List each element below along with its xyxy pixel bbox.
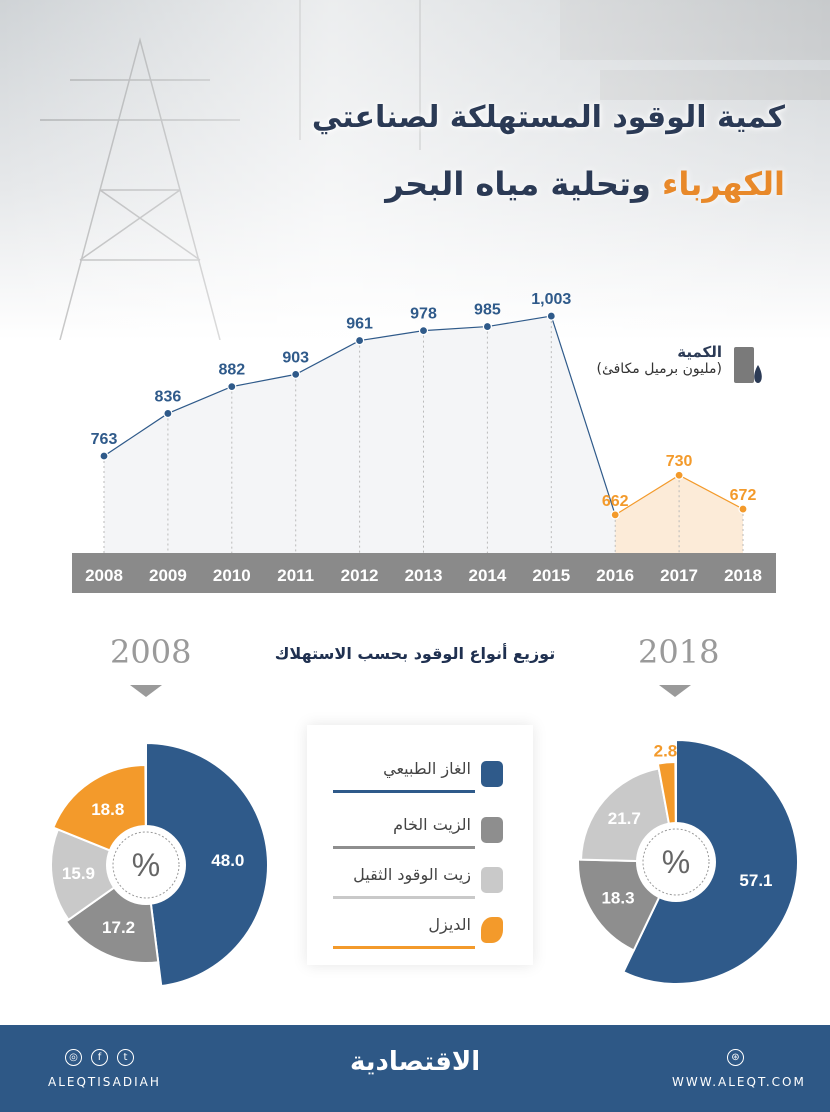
footer: ◎ f t ALEQTISADIAH الاقتصادية ⊛ WWW.ALEQ… [0,1025,830,1112]
x-tick-label: 2013 [405,566,443,585]
title-line-2: الكهرباء وتحلية مياه البحر [385,165,785,203]
data-point [738,504,748,514]
jerrycan-icon [481,817,503,843]
x-tick-label: 2011 [277,566,314,585]
data-label: 730 [666,453,693,470]
legend-item-crude-oil: الزيت الخام [333,815,503,849]
x-tick-label: 2008 [85,566,123,585]
quantity-title: الكمية [677,343,722,361]
oil-barrel-icon [734,347,762,383]
instagram-icon[interactable]: ◎ [65,1049,82,1066]
data-label: 985 [474,302,501,319]
fuel-pump-icon [481,867,503,893]
x-tick-label: 2018 [724,566,762,585]
title-rest: وتحلية مياه البحر [385,165,651,203]
slice-label: 21.7 [608,809,641,828]
data-point [418,326,429,336]
pie-2008-arrow [130,685,162,697]
data-label: 978 [410,306,437,323]
facebook-icon[interactable]: f [91,1049,108,1066]
legend-item-heavy-fuel-oil: زيت الوقود الثقيل [333,865,503,899]
area-2008-2016 [104,316,616,553]
x-axis-band [72,553,776,593]
data-point [355,335,365,346]
legend-item-diesel: الديزل [333,915,503,949]
donut-hole [636,822,716,902]
data-point [674,470,684,480]
data-label: 961 [346,316,373,333]
donut-hole [106,825,186,905]
data-point [291,369,301,379]
data-label: 836 [155,388,182,405]
line-chart: 763 2008 836 2009 882 2010 903 2011 961 2012 978 20… [72,291,776,593]
legend: الغاز الطبيعي الزيت الخام زيت الوقود الث… [307,725,533,965]
area-2016-2018 [615,475,743,553]
data-label: 882 [218,362,245,379]
title-highlight: الكهرباء [661,165,785,203]
center-percent: % [662,844,690,880]
data-label: 662 [602,493,629,510]
title-line-1: كمية الوقود المستهلكة لصناعتي [311,100,785,135]
x-tick-label: 2010 [213,566,251,585]
quantity-unit: (مليون برميل مكافئ) [596,361,722,377]
slice-label: 17.2 [102,918,135,937]
data-label: 763 [91,431,118,448]
slice-label: 18.3 [601,889,634,908]
data-label: 1,003 [531,291,571,308]
pie-slice [145,741,269,988]
social-handle[interactable]: ALEQTISADIAH [48,1075,161,1089]
header-background [0,0,830,340]
x-tick-label: 2012 [341,566,379,585]
data-point [610,510,620,520]
quantity-label: الكمية (مليون برميل مكافئ) [596,343,722,377]
data-point [482,321,492,332]
fuel-nozzle-icon [481,917,503,943]
data-point [163,408,173,419]
pie-slice [50,828,149,922]
x-tick-label: 2017 [660,566,698,585]
pie-charts: 48.0 17.2 15.9 18.8% 57.1 18.3 21.7 2.8% [50,738,799,988]
slice-label: 57.1 [739,871,772,890]
gas-cylinder-icon [481,761,503,787]
web-icon[interactable]: ⊛ [727,1049,744,1066]
legend-label: الزيت الخام [393,815,471,834]
data-label: 672 [730,487,757,504]
data-point [227,382,237,392]
slice-label: 15.9 [62,864,95,883]
legend-item-natural-gas: الغاز الطبيعي [333,759,503,793]
legend-label: زيت الوقود الثقيل [353,865,471,884]
data-point [546,311,556,321]
donut-ring [112,831,180,899]
logo: الاقتصادية [350,1047,481,1077]
donut-ring [642,828,710,896]
x-tick-label: 2014 [468,566,506,585]
website-link[interactable]: WWW.ALEQT.COM [672,1075,806,1089]
slice-label: 48.0 [211,851,244,870]
slice-label: 18.8 [91,800,124,819]
data-label: 903 [282,349,309,366]
pie-section-title: توزيع أنواع الوقود بحسب الاستهلاك [274,644,556,663]
twitter-icon[interactable]: t [117,1049,134,1066]
pie-2018-arrow [659,685,691,697]
pie-2008-year: 2008 [110,633,192,671]
data-point [99,451,109,461]
legend-label: الديزل [428,915,471,934]
x-tick-label: 2015 [532,566,570,585]
x-tick-label: 2016 [596,566,634,585]
slice-label: 2.8 [654,741,678,760]
x-tick-label: 2009 [149,566,187,585]
pie-2018-year: 2018 [638,633,720,671]
center-percent: % [132,847,160,883]
legend-label: الغاز الطبيعي [383,759,471,778]
